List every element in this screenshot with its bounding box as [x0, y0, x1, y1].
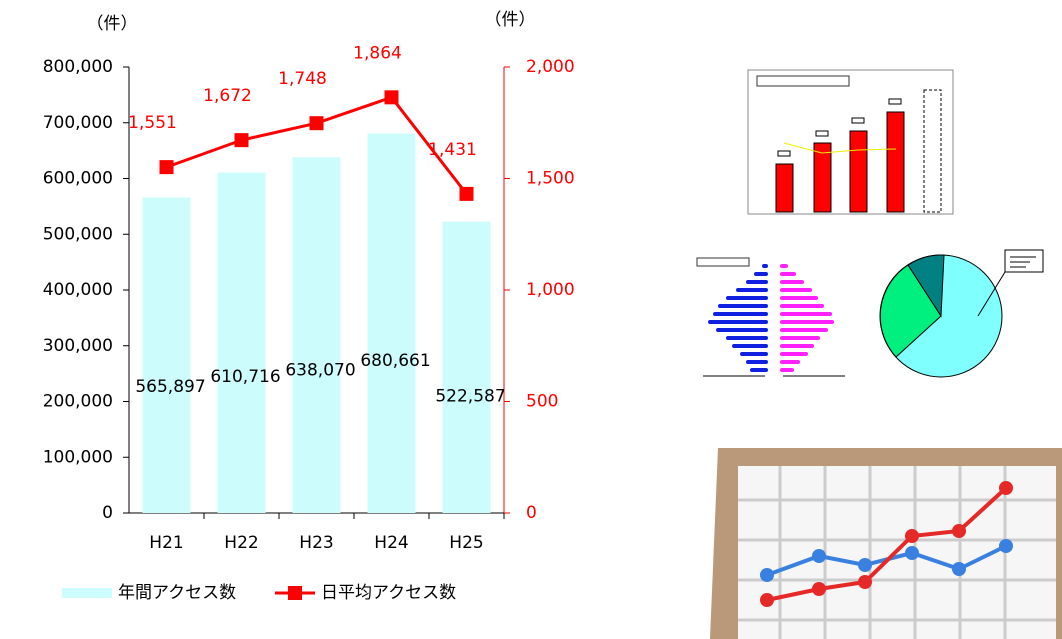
marker: [234, 133, 249, 148]
y-tick-label: 400,000: [43, 280, 113, 300]
bar: [142, 197, 191, 513]
y-tick-label: 500,000: [43, 224, 113, 244]
y-tick-label: 800,000: [43, 57, 113, 77]
clipart-line-board: [710, 448, 1062, 639]
bar-value-label: 638,070: [285, 361, 355, 381]
y2-tick-label: 500: [526, 392, 558, 412]
y2-unit-label: （件）: [485, 10, 536, 30]
y-tick-label: 300,000: [43, 336, 113, 356]
marker: [159, 160, 174, 175]
x-tick-label: H25: [449, 533, 483, 553]
y-tick-label: 700,000: [43, 113, 113, 133]
legend-label: 日平均アクセス数: [321, 583, 456, 603]
bar-value-label: 680,661: [360, 351, 430, 371]
bar: [367, 133, 416, 513]
bar: [442, 221, 491, 513]
clipart-pie: [879, 249, 1044, 378]
x-tick-label: H21: [149, 533, 183, 553]
bar-value-label: 565,897: [135, 377, 205, 397]
bar-value-label: 522,587: [435, 386, 505, 406]
line-value-label: 1,431: [428, 140, 477, 160]
x-tick-label: H24: [374, 533, 408, 553]
marker: [459, 186, 474, 201]
marker: [384, 90, 399, 105]
y-tick-label: 600,000: [43, 169, 113, 189]
y2-tick-label: 1,500: [526, 169, 575, 189]
line-value-label: 1,864: [353, 43, 402, 63]
y-tick-label: 200,000: [43, 392, 113, 412]
legend-swatch: [62, 588, 112, 598]
line-value-label: 1,551: [128, 113, 177, 133]
bar: [217, 172, 266, 514]
marker: [309, 116, 324, 131]
y2-tick-label: 2,000: [526, 57, 575, 77]
legend-marker: [288, 586, 302, 600]
y2-tick-label: 0: [526, 503, 537, 523]
y2-tick-label: 1,000: [526, 280, 575, 300]
line-value-label: 1,748: [278, 69, 327, 89]
clipart-pyramid: [696, 257, 845, 377]
y-tick-label: 0: [102, 503, 113, 523]
y-tick-label: 100,000: [43, 447, 113, 467]
y-unit-label: （件）: [87, 14, 138, 34]
x-tick-label: H22: [224, 533, 258, 553]
bar: [292, 157, 341, 513]
clipart-bar-chart: [747, 69, 954, 215]
line-value-label: 1,672: [203, 86, 252, 106]
bar-value-label: 610,716: [210, 367, 280, 387]
legend-label: 年間アクセス数: [118, 583, 236, 603]
x-tick-label: H23: [299, 533, 333, 553]
